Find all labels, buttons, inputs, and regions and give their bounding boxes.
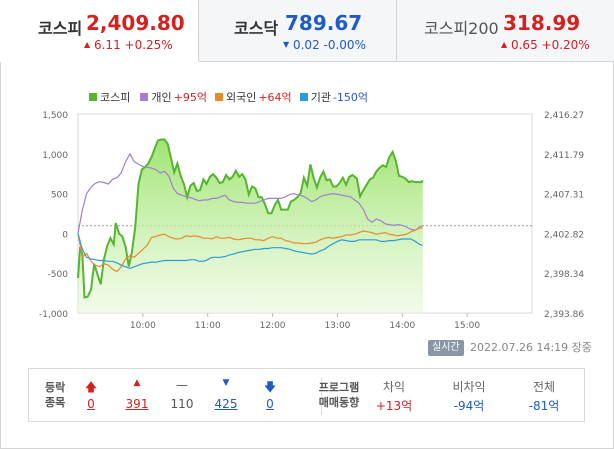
series-line-kospi (77, 138, 424, 299)
y-left-tick-label: 1,500 (42, 111, 68, 121)
rise-icon: ▲ (133, 378, 141, 388)
legend-swatch (140, 93, 149, 101)
legend-value: +64억 (258, 91, 292, 104)
lower-limit-count[interactable]: 0 (266, 397, 274, 411)
non-arbitrage-value: -94억 (453, 399, 485, 413)
y-left-tick-label: 500 (51, 191, 68, 201)
y-left-tick-label: -1,000 (39, 310, 68, 320)
legend-value: -150억 (332, 91, 369, 104)
legend-item-foreigner[interactable]: 외국인 +64억 (214, 89, 292, 105)
y-right-tick-label: 2,402.82 (544, 230, 584, 240)
legend-value: +95억 (173, 91, 207, 104)
legend-item-institution[interactable]: 기관 -150억 (299, 89, 369, 105)
total-head: 전체 (532, 380, 556, 394)
tab-value: 318.99 (503, 11, 581, 35)
series-line-foreigner (77, 227, 423, 273)
x-tick-label: 10:00 (130, 321, 156, 331)
x-tick-label: 14:00 (389, 321, 415, 331)
tab-kosdaq[interactable]: 코스닥 789.67 ▼ 0.02 -0.00% (199, 0, 397, 62)
series-line-individual (77, 152, 424, 234)
tab-value: 2,409.80 (86, 11, 185, 35)
y-left-tick-label: 0 (62, 230, 68, 240)
rise-count[interactable]: 391 (125, 397, 149, 411)
upper-limit-count[interactable]: 0 (87, 397, 95, 411)
timestamp: 2022.07.26 14:19 장중 (470, 341, 592, 354)
arbitrage-value: +13억 (375, 399, 413, 413)
realtime-button[interactable]: 실시간 (428, 340, 464, 356)
tab-change: ▼ 0.02 -0.00% (283, 38, 366, 52)
y-right-tick-label: 2,416.27 (544, 111, 584, 121)
legend-swatch (89, 93, 97, 101)
fall-icon: ▼ (222, 378, 230, 388)
series-line-institution (77, 233, 423, 270)
program-label: 프로그램 매매동향 (318, 381, 360, 409)
x-tick-label: 15:00 (454, 321, 480, 331)
chart-legend: 코스피 개인 +95억 외국인 +64억 기관 -150억 (89, 89, 368, 105)
tab-name: 코스피 (38, 19, 83, 38)
upper-limit-icon: 🡅 (84, 380, 98, 394)
y-left-tick-label: 1,000 (42, 151, 68, 161)
total-value: -81억 (528, 399, 560, 413)
tab-kospi[interactable]: 코스피 2,409.80 ▲ 6.11 +0.25% (0, 0, 199, 62)
updown-label: 등락 종목 (45, 381, 66, 409)
tab-change: ▲ 0.65 +0.20% (501, 38, 590, 52)
flat-count: 110 (170, 397, 194, 411)
non-arbitrage-head: 비차익 (452, 380, 486, 394)
tab-kospi200[interactable]: 코스피200 318.99 ▲ 0.65 +0.20% (397, 0, 614, 62)
tab-change: ▲ 6.11 +0.25% (84, 38, 173, 52)
legend-item-individual[interactable]: 개인 +95억 (140, 89, 207, 105)
x-tick-label: 12:00 (260, 321, 286, 331)
y-left-tick-label: -500 (48, 270, 69, 280)
tab-name: 코스닥 (234, 19, 279, 38)
y-right-tick-label: 2,398.34 (544, 270, 584, 280)
flat-icon: — (176, 378, 188, 392)
arbitrage-head: 차익 (382, 380, 406, 394)
y-right-tick-label: 2,407.31 (544, 191, 584, 201)
market-summary: 등락 종목 🡅 0 ▲ 391 — 110 ▼ 425 🡇 0 프로그램 매매동… (28, 368, 585, 422)
chart-plot: 1,500 1,000 500 0 -500 -1,000 2,416.27 2,411.79… (39, 111, 584, 331)
lower-limit-icon: 🡇 (263, 380, 277, 394)
legend-swatch (299, 93, 308, 101)
legend-swatch (214, 93, 223, 101)
x-tick-label: 13:00 (324, 321, 350, 331)
kospi-area (78, 139, 423, 313)
y-right-tick-label: 2,393.86 (544, 310, 584, 320)
fall-count[interactable]: 425 (214, 397, 238, 411)
tab-value: 789.67 (285, 11, 363, 35)
divider (321, 377, 322, 415)
index-tabs: 코스피 2,409.80 ▲ 6.11 +0.25% 코스닥 789.67 ▼ … (0, 0, 614, 62)
y-right-tick-label: 2,411.79 (544, 151, 584, 161)
index-chart: 코스피 개인 +95억 외국인 +64억 기관 -150억 1,500 1,000 (0, 62, 614, 360)
x-tick-label: 11:00 (195, 321, 221, 331)
legend-item-kospi[interactable]: 코스피 (89, 89, 132, 105)
tab-name: 코스피200 (424, 19, 499, 38)
